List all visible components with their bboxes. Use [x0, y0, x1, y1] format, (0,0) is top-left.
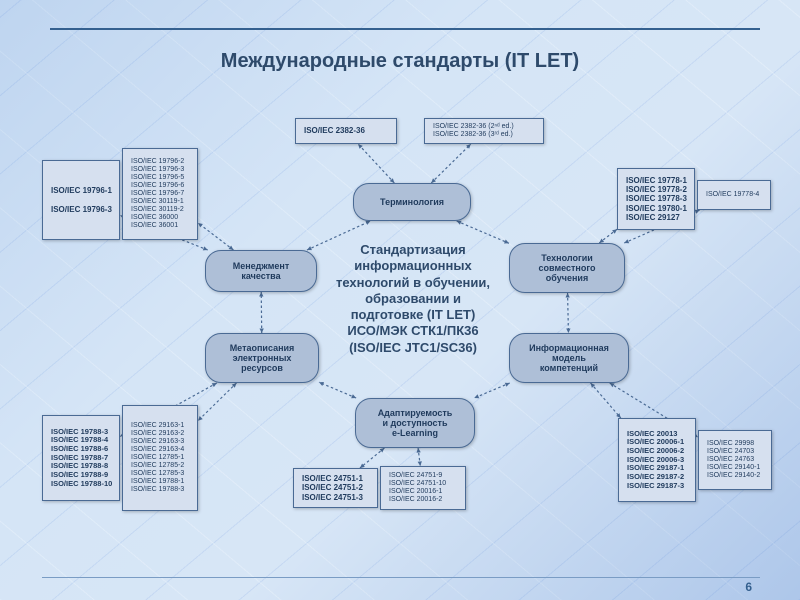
box-box_collab_left: ISO/IEC 19778-1ISO/IEC 19778-2ISO/IEC 19…	[617, 168, 695, 230]
box-box_collab_right: ISO/IEC 19778-4	[697, 180, 771, 210]
center-caption: Стандартизацияинформационныхтехнологий в…	[308, 242, 518, 356]
page-title: Международные стандарты (IT LET)	[0, 50, 800, 73]
bottom-rule	[42, 577, 760, 578]
node-adaptive: Адаптируемостьи доступностьe-Learning	[355, 398, 475, 448]
box-box_adapt_right: ISO/IEC 24751-9ISO/IEC 24751-10ISO/IEC 2…	[380, 466, 466, 510]
node-quality: Менеджменткачества	[205, 250, 317, 292]
box-box_meta_right: ISO/IEC 29163-1ISO/IEC 29163-2ISO/IEC 29…	[122, 405, 198, 511]
box-box_top_left: ISO/IEC 2382-36	[295, 118, 397, 144]
node-competency: Информационнаямоделькомпетенций	[509, 333, 629, 383]
box-box_qual_right: ISO/IEC 19796-2ISO/IEC 19796-3ISO/IEC 19…	[122, 148, 198, 240]
top-rule	[50, 28, 760, 30]
node-collab: Технологиисовместногообучения	[509, 243, 625, 293]
box-box_comp_left: ISO/IEC 20013ISO/IEC 20006-1ISO/IEC 2000…	[618, 418, 696, 502]
box-box_top_right: ISO/IEC 2382-36 (2ⁿᵈ ed.)ISO/IEC 2382-36…	[424, 118, 544, 144]
box-box_qual_left: ISO/IEC 19796-1 ISO/IEC 19796-3	[42, 160, 120, 240]
box-box_comp_right: ISO/IEC 29998ISO/IEC 24703ISO/IEC 24763I…	[698, 430, 772, 490]
slide: Международные стандарты (IT LET) Термино…	[0, 0, 800, 600]
page-number: 6	[745, 580, 752, 594]
node-metadata: Метаописанияэлектронныхресурсов	[205, 333, 319, 383]
node-terminology: Терминология	[353, 183, 471, 221]
box-box_meta_left: ISO/IEC 19788-3ISO/IEC 19788-4ISO/IEC 19…	[42, 415, 120, 501]
box-box_adapt_left: ISO/IEC 24751-1ISO/IEC 24751-2ISO/IEC 24…	[293, 468, 378, 508]
